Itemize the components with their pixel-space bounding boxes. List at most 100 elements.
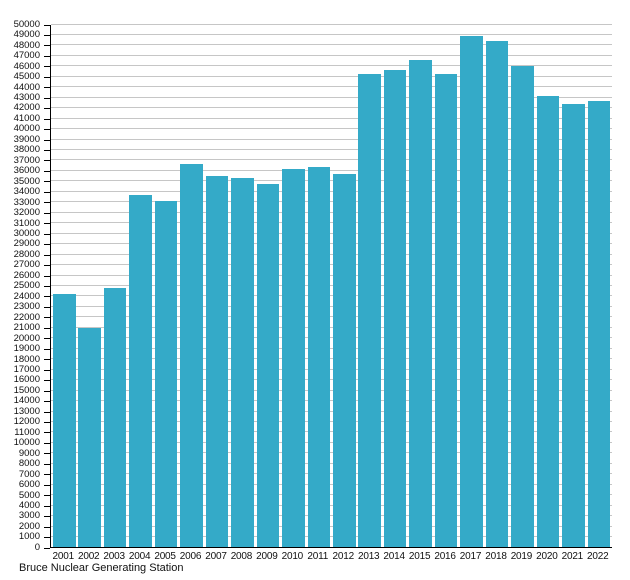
gridline-27000	[51, 264, 612, 266]
y-axis-tick-label: 5000	[18, 489, 40, 501]
y-axis-tick	[44, 516, 50, 518]
y-axis-tick	[44, 421, 50, 423]
y-axis-tick-label: 19000	[13, 343, 40, 355]
y-axis-tick	[44, 191, 50, 193]
gridline-26000	[51, 274, 612, 276]
y-axis-tick-label: 49000	[13, 29, 40, 41]
gridline-47000	[51, 54, 612, 56]
y-axis-tick	[44, 181, 50, 183]
gridline-7000	[51, 473, 612, 475]
gridline-20000	[51, 337, 612, 339]
x-axis-tick-label: 2021	[561, 551, 584, 562]
bar-2012	[333, 173, 356, 547]
y-axis-tick	[44, 474, 50, 476]
x-axis-tick-label: 2009	[256, 551, 278, 562]
gridline-15000	[51, 389, 612, 391]
y-axis-tick-label: 42000	[13, 102, 40, 114]
y-axis-tick-label: 10000	[13, 437, 40, 449]
x-axis-tick-label: 2004	[128, 551, 151, 562]
x-axis-tick-label: 2014	[383, 551, 405, 562]
gridline-45000	[51, 75, 612, 77]
y-axis-tick-label: 21000	[13, 322, 40, 334]
y-axis-tick	[44, 296, 50, 298]
x-axis-tick-label: 2018	[485, 551, 507, 562]
x-axis-tick-label: 2007	[205, 551, 227, 562]
y-axis-tick-label: 37000	[13, 154, 40, 166]
bar-2008	[231, 177, 254, 547]
gridline-43000	[51, 96, 612, 98]
y-axis-tick	[44, 24, 50, 26]
chart-caption: Bruce Nuclear Generating Station	[19, 562, 184, 574]
gridline-5000	[51, 494, 612, 496]
x-axis-tick-label: 2016	[434, 551, 456, 562]
gridline-25000	[51, 285, 612, 286]
gridline-32000	[51, 211, 612, 213]
y-axis-tick-label: 36000	[13, 165, 40, 177]
gridline-21000	[51, 326, 612, 328]
bar-2017	[460, 35, 483, 547]
gridline-16000	[51, 379, 612, 381]
y-axis-tick	[44, 139, 50, 141]
gridline-39000	[51, 138, 612, 140]
bar-2001	[53, 293, 76, 547]
y-axis-tick	[44, 401, 50, 403]
y-axis-tick	[44, 547, 50, 549]
gridline-23000	[51, 305, 612, 307]
y-axis-tick	[44, 338, 50, 340]
y-axis-tick	[44, 306, 50, 308]
gridline-36000	[51, 169, 612, 171]
y-axis-tick-label: 34000	[13, 186, 40, 198]
y-axis-tick-label: 6000	[18, 479, 40, 491]
gridline-29000	[51, 243, 612, 245]
y-axis-tick	[44, 129, 50, 131]
y-axis-tick-label: 17000	[13, 363, 40, 375]
y-axis-tick-label: 35000	[13, 175, 40, 187]
y-axis-tick-label: 18000	[13, 353, 40, 365]
gridline-33000	[51, 201, 612, 203]
x-axis-tick-label: 2013	[357, 551, 380, 562]
y-axis-tick-label: 41000	[13, 112, 40, 124]
gridline-22000	[51, 316, 612, 318]
x-axis-tick-label: 2015	[408, 551, 431, 562]
y-axis-tick-label: 48000	[13, 39, 40, 51]
y-axis-tick-label: 9000	[18, 447, 40, 459]
y-axis-tick-label: 28000	[13, 248, 40, 260]
bar-2007	[205, 175, 229, 547]
bar-2022	[587, 101, 611, 547]
bar-2015	[409, 59, 432, 547]
bar-2020	[536, 96, 560, 547]
gridline-10000	[51, 441, 612, 443]
x-axis-tick-label: 2006	[179, 551, 202, 562]
gridline-14000	[51, 400, 612, 402]
gridline-48000	[51, 44, 612, 46]
y-axis-tick	[44, 244, 50, 246]
gridline-35000	[51, 180, 612, 182]
gridline-1000	[51, 536, 612, 538]
y-axis-tick-label: 43000	[13, 92, 40, 104]
y-axis-tick-label: 46000	[13, 60, 40, 72]
gridline-3000	[51, 515, 612, 517]
gridline-8000	[51, 462, 612, 464]
y-axis-tick-label: 2000	[18, 520, 40, 532]
y-axis-tick	[44, 254, 50, 256]
x-axis-tick-label: 2011	[307, 551, 329, 562]
gridline-42000	[51, 107, 612, 109]
gridline-41000	[51, 117, 612, 119]
gridline-34000	[51, 190, 612, 192]
bar-2018	[485, 40, 509, 547]
bar-2003	[103, 287, 127, 547]
y-axis-tick	[44, 537, 50, 539]
gridline-6000	[51, 483, 612, 485]
x-axis-tick-label: 2012	[332, 551, 355, 562]
gridline-12000	[51, 420, 612, 422]
y-axis-tick	[44, 55, 50, 57]
bar-2011	[307, 167, 331, 547]
plot-area	[50, 23, 612, 548]
x-axis-tick-label: 2020	[536, 551, 558, 562]
y-axis-tick-label: 15000	[13, 384, 40, 396]
y-axis-tick-label: 40000	[13, 123, 40, 135]
x-axis-tick-label: 2003	[103, 551, 125, 562]
y-axis-tick-label: 26000	[13, 269, 40, 281]
